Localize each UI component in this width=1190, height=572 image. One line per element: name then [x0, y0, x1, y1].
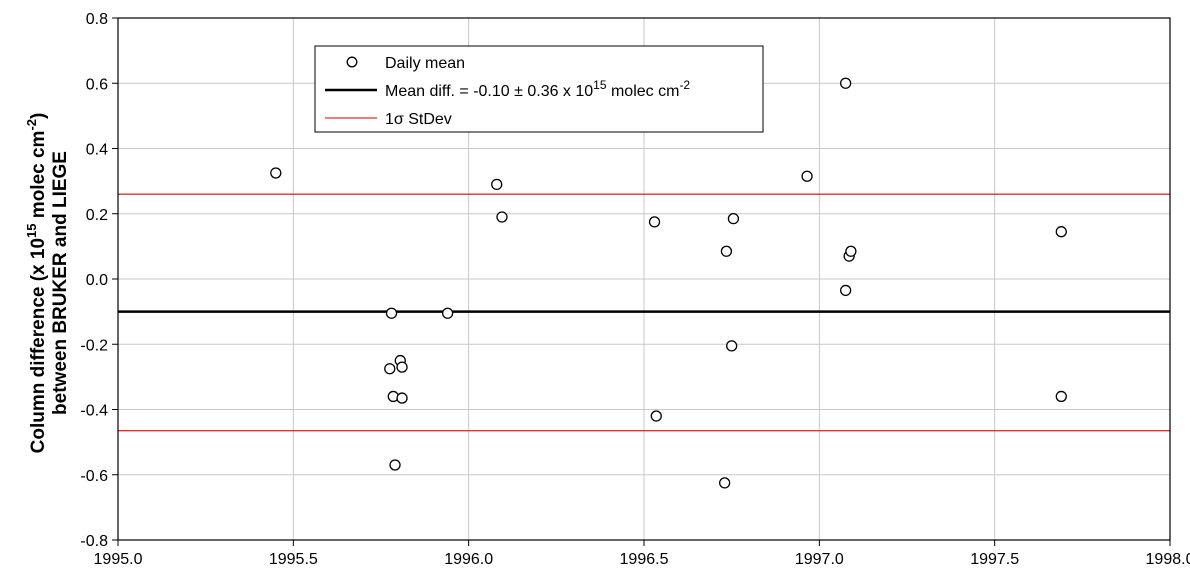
daily-mean-point [845, 245, 857, 257]
y-tick-label: 0.4 [86, 142, 108, 159]
daily-mean-point [727, 212, 740, 225]
y-tick-label: -0.2 [80, 337, 108, 354]
legend-label-daily-mean: Daily mean [385, 55, 465, 72]
daily-mean-point [839, 284, 852, 297]
daily-mean-point [396, 361, 408, 373]
x-tick-label: 1995.0 [94, 551, 143, 568]
x-tick-label: 1995.5 [269, 551, 318, 568]
daily-mean-point [726, 340, 738, 352]
x-tick-label: 1997.0 [795, 551, 844, 568]
daily-mean-point [719, 477, 731, 489]
x-tick-label: 1998.0 [1146, 551, 1190, 568]
daily-mean-point [270, 167, 282, 179]
reference-lines [118, 193, 1170, 432]
daily-mean-point [839, 77, 852, 89]
daily-mean-point [491, 178, 503, 191]
legend-label-stdev: 1σ StDev [385, 111, 452, 128]
legend: Daily mean Mean diff. = -0.10 ± 0.36 x 1… [314, 45, 764, 133]
data-points [270, 77, 1067, 489]
x-tick-label: 1996.5 [620, 551, 669, 568]
legend-box [314, 45, 764, 133]
y-tick-label: -0.6 [80, 468, 108, 485]
y-axis-label-line2: between BRUKER and LIEGE [50, 151, 71, 415]
y-tick-label: -0.4 [80, 403, 108, 420]
axis-ticks: 1995.0 1995.5 1996.0 1996.5 1997.0 1997.5 1998… [80, 11, 1190, 568]
legend-label-mean-diff: Mean diff. = -0.10 ± 0.36 x 1015 molec c… [385, 78, 690, 100]
x-tick-label: 1997.5 [970, 551, 1019, 568]
daily-mean-point [720, 245, 733, 257]
daily-mean-point [496, 211, 508, 223]
daily-mean-point [1055, 390, 1067, 403]
y-tick-label: 0.0 [86, 272, 108, 289]
legend-marker-daily-mean [346, 56, 358, 68]
daily-mean-point [648, 216, 661, 228]
y-tick-label: 0.8 [86, 11, 108, 28]
daily-mean-point [1055, 226, 1067, 238]
daily-mean-point [384, 363, 396, 375]
daily-mean-point [389, 459, 401, 471]
daily-mean-point [441, 307, 454, 319]
x-tick-label: 1996.0 [444, 551, 493, 568]
y-tick-label: -0.8 [80, 533, 108, 550]
y-tick-label: 0.6 [86, 76, 108, 93]
daily-mean-point [650, 410, 662, 422]
daily-mean-point [385, 307, 398, 319]
daily-mean-point [396, 392, 408, 404]
y-axis-label-line1: Column difference (x 1015 molec cm-2) [24, 113, 49, 454]
daily-mean-point [801, 170, 813, 182]
y-tick-label: 0.2 [86, 207, 108, 224]
